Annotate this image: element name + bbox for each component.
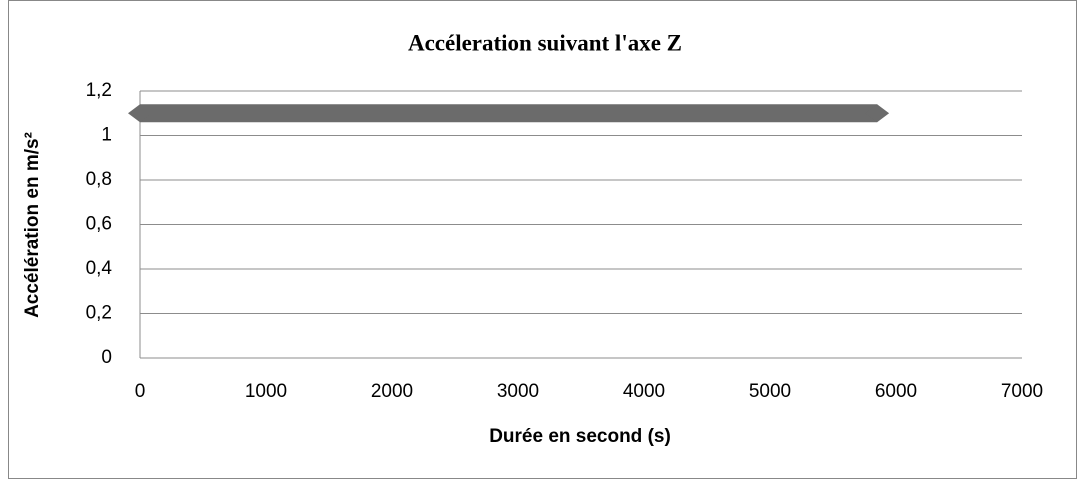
- x-tick-label: 0: [135, 381, 146, 402]
- y-tick-label: 0,6: [86, 214, 112, 235]
- x-tick-label: 2000: [371, 381, 413, 402]
- x-tick-label: 5000: [749, 381, 791, 402]
- y-tick-label: 0,4: [86, 258, 113, 279]
- point-marker: [865, 104, 890, 123]
- x-tick-label: 7000: [1001, 381, 1043, 402]
- y-tick-label: 1,2: [86, 80, 112, 101]
- y-tick-label: 1: [101, 125, 112, 146]
- y-tick-label: 0: [101, 347, 112, 368]
- y-axis-title: Accélération en m/s²: [22, 132, 43, 318]
- point-marker: [128, 104, 152, 123]
- chart-border: [8, 0, 1077, 479]
- y-tick-label: 0,2: [86, 303, 112, 324]
- x-axis-title: Durée en second (s): [489, 426, 671, 447]
- x-tick-label: 1000: [245, 381, 287, 402]
- chart-title: Accéleration suivant l'axe Z: [408, 30, 682, 55]
- y-tick-label: 0,8: [86, 169, 112, 190]
- x-tick-label: 6000: [875, 381, 917, 402]
- x-tick-label: 3000: [497, 381, 539, 402]
- x-tick-label: 4000: [623, 381, 665, 402]
